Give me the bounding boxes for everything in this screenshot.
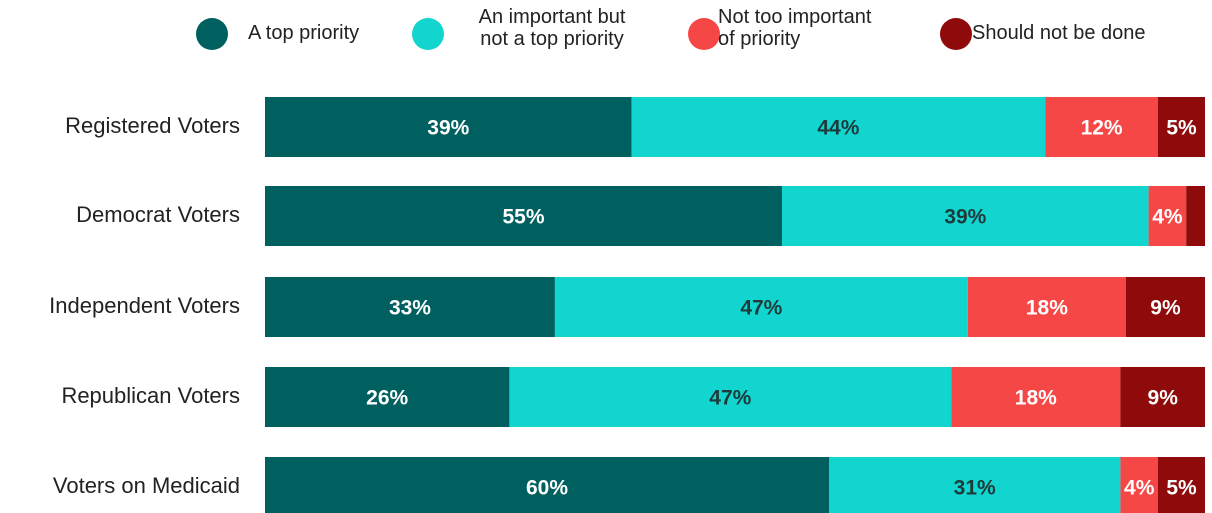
value-label: 33% [389,297,431,320]
value-label: 4% [1152,206,1183,229]
value-label: 47% [709,387,751,410]
bar-segment [829,457,1121,513]
bar-segment [631,97,1046,157]
bar-segment [554,277,968,337]
legend-swatch [688,18,720,50]
bar-segment [265,97,632,157]
value-label: 4% [1124,477,1155,500]
value-label: 12% [1081,117,1123,140]
category-label: Independent Voters [49,293,240,318]
bar-segment [265,186,782,246]
value-label: 5% [1166,477,1197,500]
category-label: Democrat Voters [76,202,240,227]
legend-swatch [940,18,972,50]
value-label: 9% [1150,297,1181,320]
bar-segment [265,277,555,337]
value-label: 9% [1148,387,1179,410]
legend-label: A top priority [248,22,360,44]
category-label: Voters on Medicaid [53,473,240,498]
bar-segment [782,186,1149,246]
bar-segment [265,367,510,427]
bar-segment [951,367,1121,427]
bar-segment [1120,367,1205,427]
legend-label: An important but not a top priority [478,6,626,50]
bar-segment [967,277,1126,337]
value-label: 55% [502,206,544,229]
bar-segment [1120,457,1158,513]
value-label: 44% [817,117,859,140]
category-label: Republican Voters [61,383,240,408]
value-label: 31% [954,477,996,500]
bar-segment [1125,277,1205,337]
value-label: 47% [740,297,782,320]
value-label: 5% [1166,117,1197,140]
bar-segment [1045,97,1158,157]
legend-label: Not too important of priority [718,6,872,50]
value-label: 60% [526,477,568,500]
legend-swatch [412,18,444,50]
legend-label: Should not be done [972,22,1146,44]
value-label: 39% [944,206,986,229]
value-label: 26% [366,387,408,410]
bar-segment [265,457,829,513]
value-label: 39% [427,117,469,140]
bar-segment [1158,97,1205,157]
bar-segment [1158,457,1205,513]
category-label: Registered Voters [65,113,240,138]
bar-segment [1148,186,1187,246]
bar-segment [1186,186,1205,246]
bar-segment [509,367,952,427]
value-label: 18% [1026,297,1068,320]
legend-swatch [196,18,228,50]
value-label: 18% [1015,387,1057,410]
